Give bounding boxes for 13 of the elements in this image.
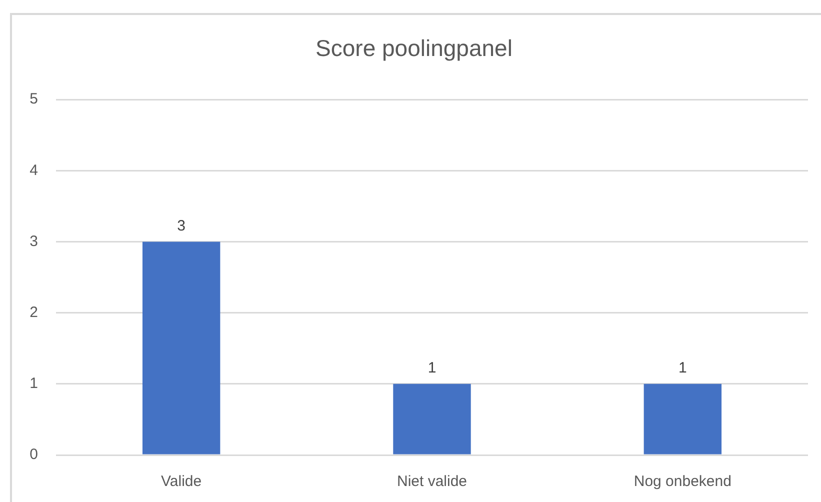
x-tick-label: Nog onbekend (634, 473, 732, 490)
x-tick-label: Valide (161, 473, 202, 490)
x-tick-label: Niet valide (396, 473, 468, 490)
y-tick-label: 5 (30, 90, 38, 108)
y-tick-label: 3 (30, 232, 38, 250)
chart-title: Score poolingpanel (316, 35, 512, 62)
data-label: 1 (428, 360, 436, 377)
data-label: 1 (678, 360, 687, 377)
y-tick-label: 2 (30, 304, 38, 321)
data-label: 3 (177, 217, 186, 234)
y-tick-label: 1 (30, 375, 38, 392)
y-tick-label: 4 (30, 162, 38, 179)
y-tick-label: 0 (30, 446, 38, 464)
